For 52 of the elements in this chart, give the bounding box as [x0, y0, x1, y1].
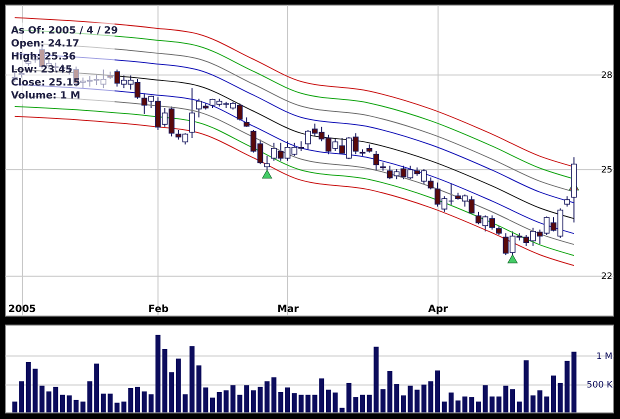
bar: [571, 352, 576, 412]
annotation: Low: 23.45: [10, 64, 72, 76]
annotation: Close: 25.15: [10, 77, 80, 88]
annotation: High: 25.36: [10, 51, 76, 62]
bar: [400, 395, 406, 412]
bar: [94, 364, 100, 412]
annotation: Open: 24.17: [10, 38, 80, 50]
bar: [510, 389, 516, 412]
candlestick: [564, 196, 570, 208]
bar: [264, 381, 270, 412]
bar: [87, 381, 92, 412]
bar: [210, 398, 215, 412]
bar: [476, 402, 481, 412]
bar: [550, 376, 556, 412]
bar: [80, 402, 86, 412]
y-tick-label: 1 M: [596, 352, 613, 362]
bar: [456, 400, 460, 412]
y-tick-label: 25: [601, 166, 613, 176]
bar: [135, 386, 140, 412]
annotation: As Of: 2005 / 4 / 29: [10, 26, 118, 37]
bar: [496, 396, 502, 412]
point: [262, 170, 272, 179]
bar: [40, 386, 45, 412]
x-tick-label: Feb: [148, 304, 169, 316]
x-tick-label: Mar: [277, 304, 299, 316]
bar: [503, 386, 508, 412]
bar: [12, 402, 18, 412]
bar: [19, 381, 24, 412]
candlestick: [373, 150, 380, 172]
bar: [360, 394, 366, 412]
point: [508, 254, 518, 264]
bar: [250, 390, 256, 412]
x-tick-label: Apr: [428, 304, 448, 316]
bar: [326, 390, 331, 412]
bar: [305, 394, 310, 412]
bar: [155, 334, 160, 412]
bar: [60, 394, 65, 412]
candlestick: [189, 88, 195, 138]
bar: [114, 402, 120, 412]
y-tick-label: 28: [601, 71, 613, 82]
bar: [230, 385, 236, 412]
bar: [380, 389, 386, 412]
bar: [190, 346, 195, 412]
bar: [258, 386, 263, 412]
bar: [530, 395, 536, 412]
y-tick-label: 22: [601, 272, 613, 282]
y-tick-label: 500 K: [586, 380, 614, 391]
candlestick: [244, 116, 250, 128]
bar: [435, 370, 440, 412]
bar: [285, 387, 290, 412]
x-tick-label: 2005: [8, 304, 36, 316]
annotation: Volume: 1 M: [10, 90, 80, 102]
